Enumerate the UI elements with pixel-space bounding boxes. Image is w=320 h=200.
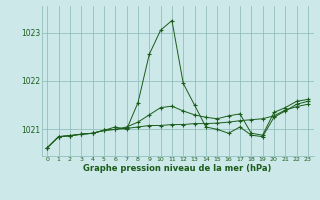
X-axis label: Graphe pression niveau de la mer (hPa): Graphe pression niveau de la mer (hPa) — [84, 164, 272, 173]
